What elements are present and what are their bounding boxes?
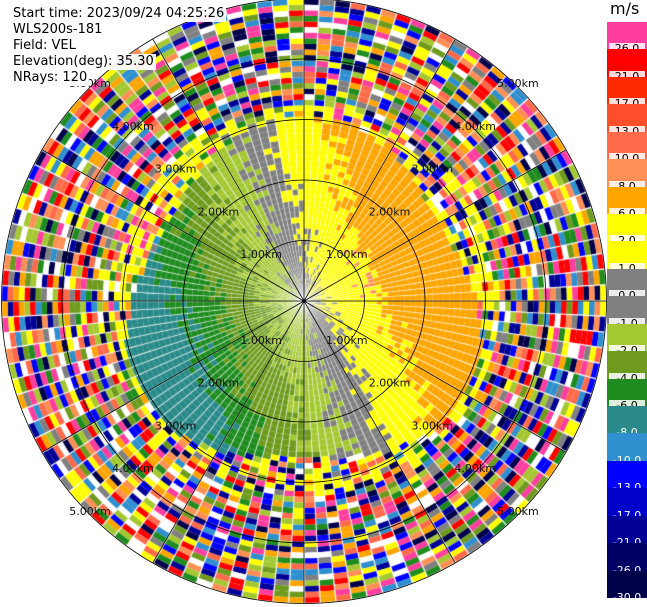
range-ring-label: 1.00km — [326, 334, 368, 347]
colorbar-swatch — [607, 433, 647, 462]
azimuth-spoke — [42, 149, 566, 453]
range-ring-label: 1.00km — [240, 334, 282, 347]
range-ring-label: 3.00km — [412, 163, 454, 176]
range-ring-label: 3.00km — [412, 419, 454, 432]
range-ring-label: 5.00km — [497, 505, 539, 518]
colorbar-swatch — [607, 515, 647, 544]
range-ring-label: 4.00km — [112, 120, 154, 133]
range-ring-label: 2.00km — [369, 205, 411, 218]
ppi-radar-plot — [0, 0, 607, 607]
colorbar-unit: m/s — [610, 0, 640, 18]
colorbar-swatch — [607, 406, 647, 434]
start-time-label: Start time: 2023/09/24 04:25:26 — [11, 6, 227, 22]
colorbar-swatch — [607, 460, 647, 489]
colorbar-tick-label: -30.0 — [612, 591, 642, 604]
colorbar-swatch — [607, 488, 647, 517]
range-ring — [1, 0, 607, 604]
range-ring-label: 4.00km — [454, 462, 496, 475]
range-ring-label: 3.00km — [155, 163, 197, 176]
range-ring-label: 3.00km — [155, 419, 197, 432]
range-ring-labels: 1.00km 1.00km 1.00km 1.00km 2.00km 2.00km 2.00… — [69, 77, 538, 518]
range-rings-overlay: 1.00km 1.00km 1.00km 1.00km 2.00km 2.00km 2.00… — [1, 0, 607, 604]
range-ring-label: 1.00km — [326, 248, 368, 261]
elevation-label: Elevation(deg): 35.30 — [11, 54, 156, 70]
instrument-label: WLS200s-181 — [11, 22, 105, 38]
range-ring-label: 2.00km — [369, 377, 411, 390]
azimuth-spokes — [2, 0, 606, 603]
range-ring-label: 5.00km — [497, 77, 539, 90]
range-ring-label: 4.00km — [112, 462, 154, 475]
nrays-label: NRays: 120 — [11, 70, 90, 86]
range-ring-label: 2.00km — [198, 205, 240, 218]
colorbar-swatch — [607, 543, 647, 572]
range-ring-label: 5.00km — [69, 505, 111, 518]
range-ring-label: 1.00km — [240, 248, 282, 261]
range-ring-label: 4.00km — [454, 120, 496, 133]
range-ring-label: 2.00km — [198, 377, 240, 390]
colorbar-swatch — [607, 570, 647, 599]
field-label: Field: VEL — [11, 38, 78, 54]
